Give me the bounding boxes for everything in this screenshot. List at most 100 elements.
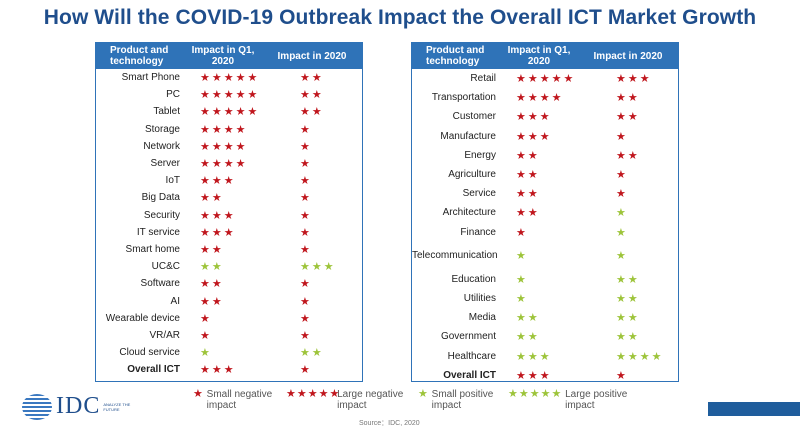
- impact-q1-cell: ★★★★: [498, 91, 580, 104]
- table-row: Architecture ★★ ★: [412, 203, 678, 222]
- table-header: Product and technology Impact in Q1, 202…: [96, 43, 362, 69]
- impact-2020-cell: ★★★: [580, 72, 676, 85]
- total-row: Overall ICT ★★★ ★: [412, 366, 678, 385]
- impact-q1-cell: ★★★★★: [498, 72, 580, 85]
- impact-q1-cell: ★★★: [498, 350, 580, 363]
- star-icon: ★★★★★: [508, 388, 563, 400]
- star-rating-icon: ★★★: [516, 111, 552, 124]
- table-row: Transportation ★★★★ ★★: [412, 88, 678, 107]
- row-label: Overall ICT: [443, 369, 496, 381]
- impact-q1-cell: ★★★★★: [182, 88, 264, 101]
- legend-label: Small negative impact: [206, 389, 273, 411]
- impact-q1-cell: ★★★: [498, 110, 580, 123]
- row-label: Server: [150, 158, 180, 170]
- impact-q1-cell: ★★: [182, 277, 264, 290]
- star-rating-icon: ★★★: [516, 350, 552, 363]
- table-row: Smart home ★★ ★: [96, 241, 362, 258]
- star-rating-icon: ★: [300, 175, 312, 188]
- impact-q1-cell: ★★: [498, 187, 580, 200]
- star-rating-icon: ★: [300, 192, 312, 205]
- table-row: Energy ★★ ★★: [412, 146, 678, 165]
- row-label: Education: [451, 273, 496, 285]
- star-rating-icon: ★★★★★: [200, 89, 260, 102]
- star-rating-icon: ★★: [200, 295, 224, 308]
- impact-2020-cell: ★: [580, 206, 676, 219]
- row-label: Big Data: [141, 192, 180, 204]
- table-row: IT service ★★★ ★: [96, 224, 362, 241]
- table-row: Smart Phone ★★★★★ ★★: [96, 69, 362, 86]
- impact-q1-cell: ★: [498, 292, 580, 305]
- impact-q1-cell: ★★: [498, 168, 580, 181]
- impact-2020-cell: ★: [264, 295, 360, 308]
- table-row: Service ★★ ★: [412, 184, 678, 203]
- impact-q1-cell: ★★: [182, 260, 264, 273]
- header-2020: Impact in 2020: [277, 50, 347, 62]
- table-header: Product and technology Impact in Q1, 202…: [412, 43, 678, 69]
- row-label: Agriculture: [448, 169, 496, 181]
- logo-tagline: ANALYZE THE FUTURE: [103, 401, 131, 412]
- star-rating-icon: ★★: [200, 278, 224, 291]
- star-rating-icon: ★★: [300, 72, 324, 85]
- impact-2020-cell: ★: [264, 140, 360, 153]
- star-icon: ★: [418, 388, 429, 400]
- legend-label: Small positive impact: [431, 389, 494, 411]
- row-label: Tablet: [153, 106, 180, 118]
- impact-table-products: Product and technology Impact in Q1, 202…: [95, 42, 363, 382]
- row-label: Security: [143, 209, 180, 221]
- impact-q1-cell: ★★: [498, 206, 580, 219]
- star-rating-icon: ★: [516, 226, 528, 239]
- star-rating-icon: ★: [200, 329, 212, 342]
- star-rating-icon: ★★★★: [200, 140, 248, 153]
- impact-q1-cell: ★★★: [182, 174, 264, 187]
- row-label: Overall ICT: [127, 364, 180, 376]
- star-rating-icon: ★★: [516, 169, 540, 182]
- row-label: Wearable device: [105, 312, 180, 324]
- row-label: Smart home: [125, 243, 180, 255]
- impact-q1-cell: ★★★: [498, 130, 580, 143]
- impact-2020-cell: ★: [580, 249, 676, 262]
- star-rating-icon: ★★★★: [200, 158, 248, 171]
- table-row: Telecommunications ★ ★: [412, 242, 678, 270]
- star-rating-icon: ★: [300, 243, 312, 256]
- row-label: Finance: [460, 226, 496, 238]
- impact-q1-cell: ★★★★: [182, 140, 264, 153]
- globe-icon: [22, 393, 52, 420]
- impact-q1-cell: ★★★★★: [182, 71, 264, 84]
- star-rating-icon: ★★: [200, 192, 224, 205]
- star-rating-icon: ★: [300, 209, 312, 222]
- impact-q1-cell: ★★★: [498, 369, 580, 382]
- impact-table-industries: Product and technology Impact in Q1, 202…: [411, 42, 679, 382]
- legend-small-positive: ★ Small positive impact: [418, 388, 504, 412]
- table-row: Storage ★★★★ ★: [96, 121, 362, 138]
- star-rating-icon: ★★★: [516, 369, 552, 382]
- impact-q1-cell: ★★: [498, 149, 580, 162]
- star-rating-icon: ★: [516, 273, 528, 286]
- impact-2020-cell: ★★: [580, 273, 676, 286]
- row-label: VR/AR: [149, 329, 180, 341]
- row-label: Energy: [464, 149, 496, 161]
- impact-q1-cell: ★: [498, 273, 580, 286]
- table-row: Agriculture ★★ ★: [412, 165, 678, 184]
- row-label: IT service: [136, 226, 180, 238]
- star-rating-icon: ★: [616, 130, 628, 143]
- table-row: Healthcare ★★★ ★★★★: [412, 346, 678, 365]
- row-label: Storage: [144, 123, 180, 135]
- impact-2020-cell: ★: [264, 243, 360, 256]
- impact-2020-cell: ★★: [580, 292, 676, 305]
- star-rating-icon: ★: [516, 250, 528, 263]
- table-row: Customer ★★★ ★★: [412, 107, 678, 126]
- row-label: Telecommunications: [412, 249, 498, 261]
- star-rating-icon: ★: [300, 226, 312, 239]
- table-row: Utilities ★ ★★: [412, 289, 678, 308]
- star-rating-icon: ★: [300, 123, 312, 136]
- source-note: Source：IDC, 2020: [359, 420, 420, 427]
- row-label: UC&C: [151, 261, 180, 273]
- row-label: Network: [143, 140, 180, 152]
- star-rating-icon: ★: [300, 312, 312, 325]
- impact-q1-cell: ★: [182, 312, 264, 325]
- table-row: AI ★★ ★: [96, 292, 362, 309]
- table-row: PC ★★★★★ ★★: [96, 86, 362, 103]
- impact-q1-cell: ★★★: [182, 209, 264, 222]
- star-rating-icon: ★★: [516, 312, 540, 325]
- star-icon: ★: [193, 388, 204, 400]
